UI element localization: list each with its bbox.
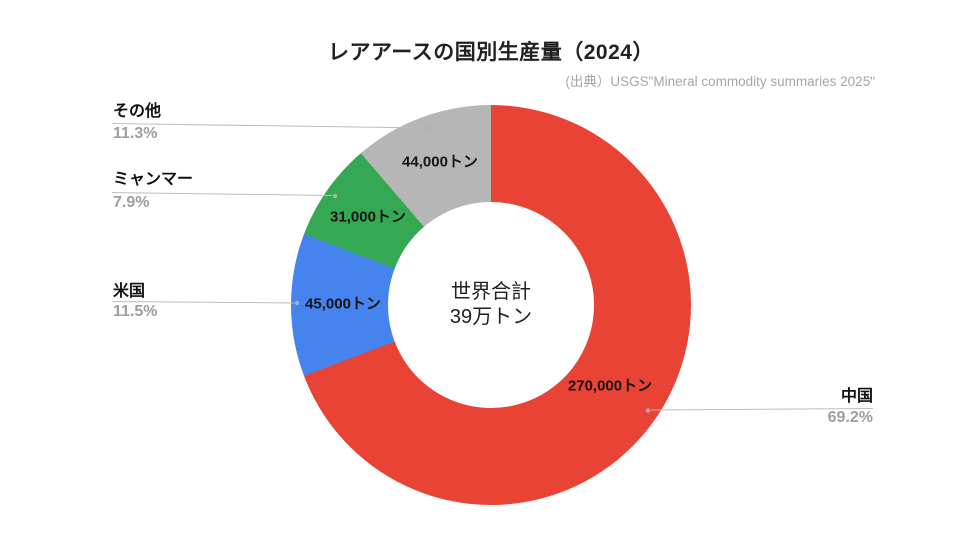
slice-value-china: 270,000トン — [567, 377, 653, 395]
percent-others: 11.3% — [113, 125, 158, 142]
source-note: (出典）USGS"Mineral commodity summaries 202… — [565, 74, 875, 89]
slice-value-myanmar: 31,000トン — [330, 208, 406, 226]
leader-line-others — [111, 123, 425, 129]
percent-myanmar: 7.9% — [113, 194, 150, 211]
world-total-title: 世界合計 — [451, 281, 531, 303]
donut-chart: 世界合計 39万トン — [291, 105, 691, 505]
label-usa: 米国 — [113, 283, 146, 300]
world-total-value: 39万トン — [449, 306, 533, 328]
donut-center-label: 世界合計 39万トン — [450, 280, 532, 330]
label-myanmar: ミャンマー — [113, 171, 194, 188]
chart-title: レアアースの国別生産量（2024） — [328, 41, 654, 64]
slice-value-usa: 45,000トン — [305, 295, 381, 313]
percent-usa: 11.5% — [113, 303, 158, 320]
label-others: その他 — [113, 103, 162, 120]
percent-china: 69.2% — [827, 409, 873, 426]
label-china: 中国 — [840, 388, 873, 405]
slice-value-others: 44,000トン — [402, 153, 478, 171]
donut-hole: 世界合計 39万トン — [388, 202, 594, 408]
